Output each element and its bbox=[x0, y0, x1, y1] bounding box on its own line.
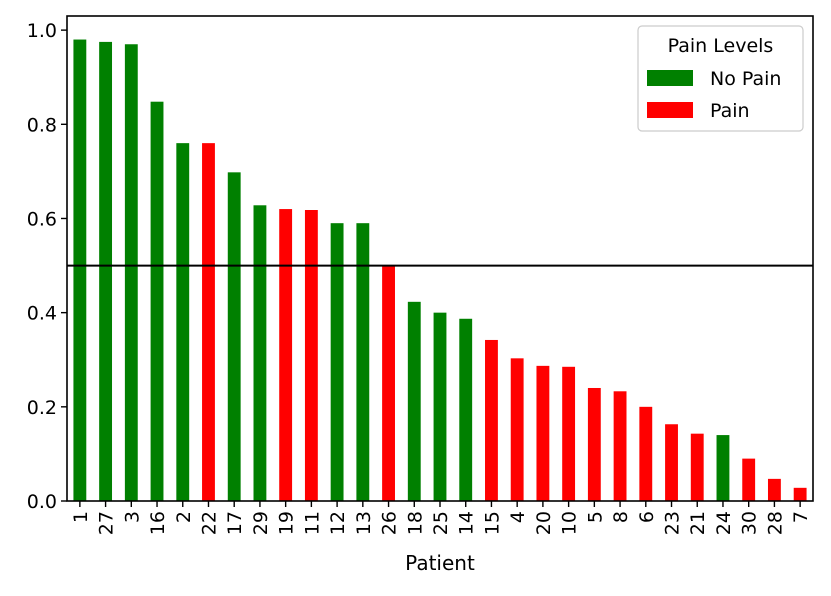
bar-patient-24 bbox=[716, 435, 730, 501]
x-tick-label: 21 bbox=[687, 511, 709, 535]
bar-patient-10 bbox=[562, 366, 576, 501]
x-tick-label: 8 bbox=[610, 511, 632, 523]
y-tick-label: 0.4 bbox=[27, 303, 57, 325]
bar-patient-6 bbox=[639, 406, 653, 501]
bar-patient-13 bbox=[356, 223, 370, 501]
bar-patient-14 bbox=[459, 318, 473, 501]
bar-patient-8 bbox=[613, 391, 627, 501]
bar-patient-29 bbox=[253, 205, 267, 502]
x-tick-label: 13 bbox=[353, 511, 375, 535]
bar-patient-20 bbox=[536, 365, 550, 501]
x-tick-label: 6 bbox=[636, 511, 658, 523]
legend-swatch-pain bbox=[647, 102, 693, 118]
x-tick-label: 23 bbox=[662, 511, 684, 535]
x-tick-label: 10 bbox=[559, 511, 581, 535]
x-tick-label: 1 bbox=[70, 511, 92, 523]
y-tick-label: 1.0 bbox=[27, 20, 57, 42]
x-tick-label: 28 bbox=[764, 511, 786, 535]
bar-patient-19 bbox=[279, 209, 293, 501]
bar-patient-26 bbox=[382, 265, 395, 501]
x-tick-label: 7 bbox=[790, 511, 812, 523]
legend: Pain Levels No Pain Pain bbox=[637, 25, 804, 132]
x-tick-label: 17 bbox=[224, 511, 246, 535]
bar-patient-25 bbox=[433, 312, 447, 501]
bar-patient-7 bbox=[793, 487, 807, 501]
bar-patient-5 bbox=[587, 387, 601, 501]
x-tick-label: 25 bbox=[430, 511, 452, 535]
legend-swatch-no_pain bbox=[647, 70, 693, 86]
x-tick-label: 5 bbox=[584, 511, 606, 523]
bar-patient-21 bbox=[690, 433, 704, 501]
x-tick-label: 15 bbox=[481, 511, 503, 535]
x-tick-label: 22 bbox=[198, 511, 220, 535]
bar-patient-22 bbox=[202, 143, 215, 501]
x-tick-label: 3 bbox=[121, 511, 143, 523]
bar-patient-17 bbox=[227, 172, 241, 501]
bar-patient-16 bbox=[150, 101, 164, 501]
x-axis-label: Patient bbox=[405, 551, 475, 575]
y-tick-label: 0.2 bbox=[27, 397, 57, 419]
x-tick-label: 12 bbox=[327, 511, 349, 535]
bar-patient-1 bbox=[73, 39, 87, 501]
legend-label-no_pain: No Pain bbox=[710, 68, 781, 90]
bar-patient-28 bbox=[767, 478, 781, 501]
x-tick-label: 4 bbox=[507, 511, 529, 523]
x-tick-label: 26 bbox=[379, 511, 401, 535]
x-tick-label: 18 bbox=[404, 511, 426, 535]
legend-entries: No Pain Pain bbox=[647, 68, 781, 122]
bar-patient-18 bbox=[407, 301, 421, 501]
bars-layer bbox=[73, 39, 807, 502]
x-tick-label: 20 bbox=[533, 511, 555, 535]
x-tick-label: 14 bbox=[456, 511, 478, 535]
legend-title: Pain Levels bbox=[668, 35, 774, 57]
x-tick-label: 27 bbox=[96, 511, 118, 535]
bar-patient-30 bbox=[742, 458, 756, 501]
y-tick-label: 0.8 bbox=[27, 114, 57, 136]
bar-patient-27 bbox=[99, 41, 113, 502]
bar-patient-4 bbox=[510, 358, 524, 501]
x-tick-label: 24 bbox=[713, 511, 735, 535]
x-tick-label: 16 bbox=[147, 511, 169, 535]
bar-patient-3 bbox=[124, 44, 138, 501]
y-tick-label: 0.6 bbox=[27, 208, 57, 230]
x-tick-label: 2 bbox=[173, 511, 195, 523]
bar-patient-15 bbox=[485, 339, 498, 501]
y-axis: 0.0 0.2 0.4 0.6 0.8 1.0 bbox=[27, 20, 67, 513]
bar-patient-12 bbox=[330, 223, 344, 501]
x-tick-label: 11 bbox=[301, 511, 323, 535]
x-tick-label: 19 bbox=[276, 511, 298, 535]
bar-patient-11 bbox=[304, 210, 318, 501]
x-tick-label: 30 bbox=[739, 511, 761, 535]
bar-patient-2 bbox=[176, 143, 190, 501]
x-tick-label: 29 bbox=[250, 511, 272, 535]
bar-patient-23 bbox=[665, 424, 678, 501]
x-axis: 1 27 3 16 2 22 17 29 19 11 12 13 26 18 25 14 15 4 20 10 5 8 6 2… bbox=[70, 501, 812, 535]
legend-label-pain: Pain bbox=[710, 100, 750, 122]
y-tick-label: 0.0 bbox=[27, 491, 57, 513]
